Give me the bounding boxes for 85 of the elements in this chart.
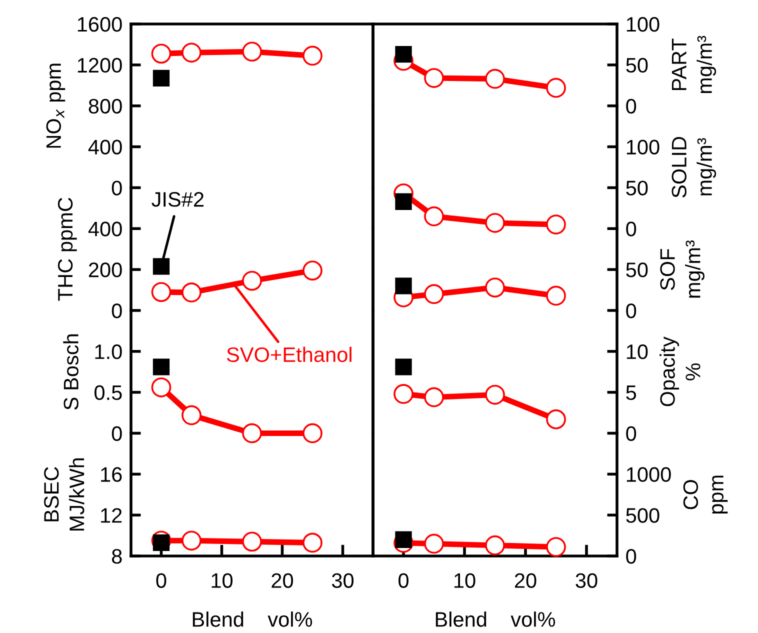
point: [242, 423, 262, 444]
y-tick-label: 8: [112, 549, 122, 564]
y-tick-label: 0.5: [94, 385, 122, 400]
y2-tick-label: 500: [626, 508, 660, 523]
y-tick-label: 0: [112, 180, 122, 196]
point: [424, 284, 444, 304]
point: [424, 206, 444, 226]
point: [151, 44, 172, 64]
point: [546, 537, 566, 557]
annotation: JIS#2: [152, 192, 204, 207]
y2-tick-label: 100: [626, 17, 660, 32]
y-tick-label: 12: [101, 508, 122, 523]
y2-tick-label: 0: [626, 98, 636, 114]
point: [242, 270, 262, 291]
y2-axis-title: Opacity %: [660, 336, 700, 406]
point: [394, 384, 414, 404]
point: [485, 384, 505, 405]
y-tick-label: 1200: [78, 58, 122, 73]
point: [302, 423, 322, 444]
x-tick-label: 30: [576, 573, 598, 588]
point: [152, 70, 170, 87]
point: [546, 78, 566, 98]
y2-axis-title: PART mg/m³: [672, 36, 716, 94]
y2-axis-title: SOF mg/m³: [660, 240, 704, 298]
point: [152, 358, 170, 376]
point: [424, 68, 444, 88]
x-tick-label: 0: [398, 573, 408, 588]
y2-tick-label: 50: [626, 58, 648, 73]
y2-tick-label: 0: [626, 222, 636, 236]
y-tick-label: 0: [112, 426, 122, 441]
point: [395, 193, 412, 210]
point: [485, 68, 505, 89]
point: [485, 535, 505, 556]
y2-tick-label: 50: [626, 262, 648, 278]
point: [395, 531, 412, 548]
x-tick-label: 10: [212, 573, 233, 588]
point: [546, 409, 566, 430]
y2-tick-label: 0: [626, 426, 636, 441]
point: [395, 46, 412, 63]
point: [302, 46, 322, 66]
point: [485, 212, 505, 233]
point: [395, 278, 412, 294]
x-axis-title: Blend vol%: [192, 612, 312, 627]
x-tick-label: 30: [332, 573, 354, 588]
point: [182, 42, 202, 63]
y-axis-title: NO$_{x}$ ppm: [46, 64, 66, 148]
point: [546, 214, 566, 234]
y2-tick-label: 5: [626, 386, 636, 400]
y2-axis-title: SOLID mg/m³: [672, 136, 716, 198]
point: [182, 282, 202, 302]
point: [182, 405, 202, 426]
point: [302, 260, 322, 280]
point: [485, 278, 505, 298]
point: [395, 358, 412, 376]
y2-tick-label: 100: [626, 140, 660, 155]
y-axis-title: BSEC MJ/kWh: [44, 458, 84, 531]
x-tick-label: 10: [454, 573, 476, 588]
x-tick-label: 20: [272, 573, 294, 588]
y-axis-title: S Bosch: [63, 334, 78, 410]
annotation: SVO+Ethanol: [226, 346, 352, 362]
y-tick-label: 16: [101, 467, 122, 482]
x-tick-label: 0: [156, 573, 166, 588]
y-tick-label: 800: [88, 98, 122, 114]
y-tick-label: 400: [88, 222, 122, 236]
point: [152, 258, 170, 275]
y-tick-label: 1.0: [95, 344, 122, 360]
y-tick-label: 0: [112, 303, 122, 318]
point: [546, 286, 566, 306]
point: [151, 282, 172, 302]
y2-axis-title: CO ppm: [683, 476, 728, 514]
y-tick-label: 200: [88, 262, 122, 278]
point: [424, 387, 444, 408]
y2-tick-label: 10: [626, 344, 648, 360]
y2-tick-label: 1000: [626, 467, 671, 482]
x-axis-title: Blend vol%: [436, 612, 556, 627]
x-tick-label: 20: [514, 573, 536, 588]
y2-tick-label: 50: [626, 180, 648, 196]
y-tick-label: 400: [88, 140, 122, 155]
point: [151, 377, 172, 398]
y-axis-title: THC ppmC: [58, 198, 77, 301]
y2-tick-label: 0: [626, 303, 636, 318]
y2-tick-label: 0: [626, 549, 636, 564]
point: [424, 534, 444, 554]
y-tick-label: 1600: [78, 17, 122, 32]
point: [242, 42, 262, 62]
